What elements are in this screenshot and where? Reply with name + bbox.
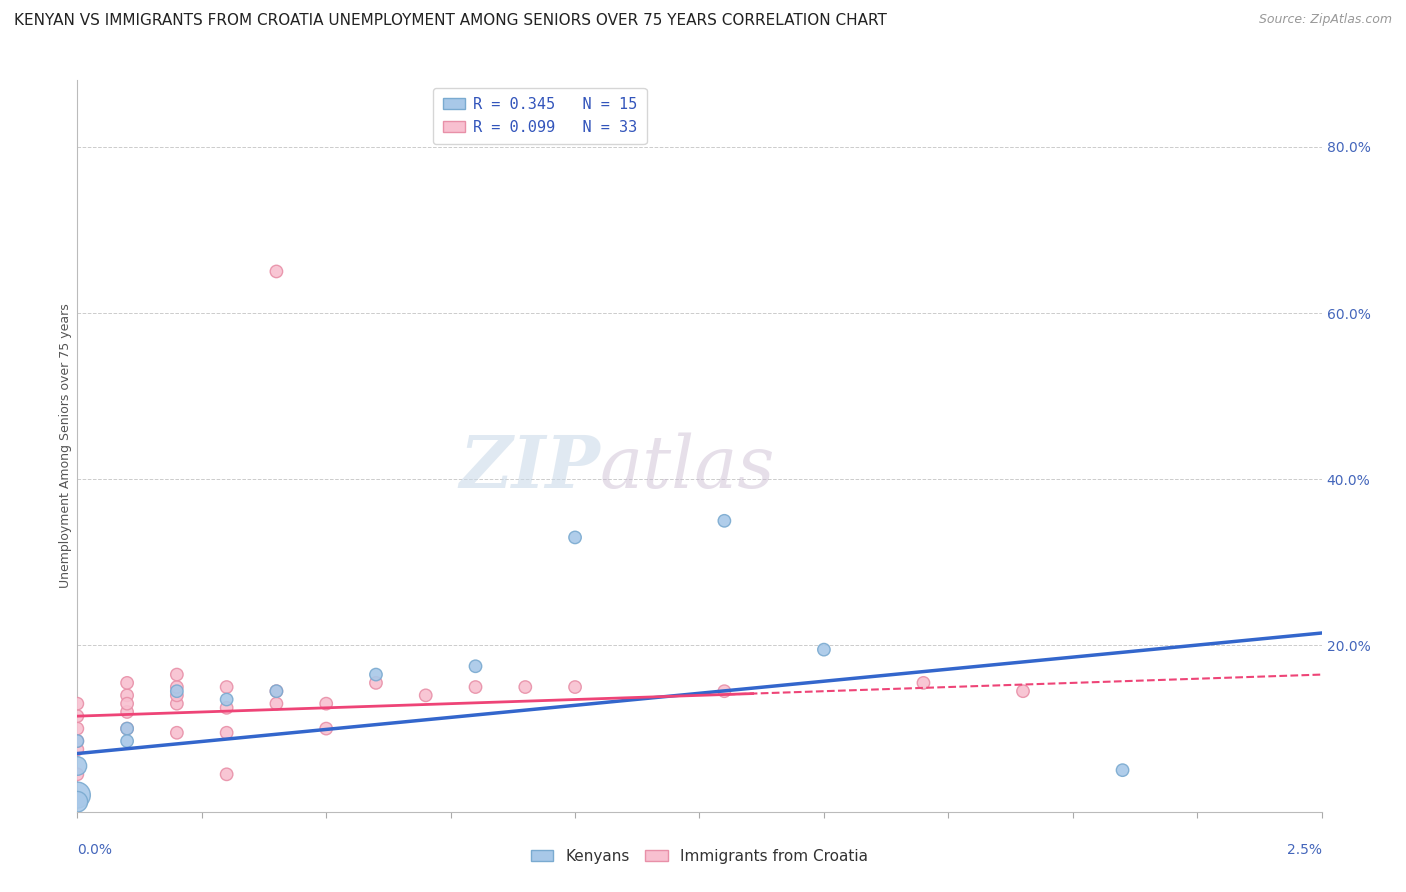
Point bbox=[166, 689, 188, 703]
Point bbox=[266, 684, 288, 698]
Point bbox=[215, 725, 238, 739]
Point bbox=[1012, 684, 1035, 698]
Point bbox=[66, 734, 89, 748]
Point bbox=[813, 642, 835, 657]
Point bbox=[215, 692, 238, 706]
Point bbox=[166, 680, 188, 694]
Point bbox=[515, 680, 537, 694]
Point bbox=[66, 795, 89, 809]
Point bbox=[364, 676, 387, 690]
Point bbox=[115, 676, 138, 690]
Point bbox=[166, 667, 188, 681]
Point bbox=[66, 697, 89, 711]
Point bbox=[66, 788, 89, 802]
Point bbox=[166, 725, 188, 739]
Text: Source: ZipAtlas.com: Source: ZipAtlas.com bbox=[1258, 13, 1392, 27]
Point bbox=[115, 722, 138, 736]
Point bbox=[66, 767, 89, 781]
Point bbox=[912, 676, 935, 690]
Point bbox=[215, 701, 238, 715]
Point bbox=[1111, 763, 1133, 777]
Point bbox=[266, 697, 288, 711]
Point bbox=[415, 689, 437, 703]
Point bbox=[564, 680, 586, 694]
Point bbox=[215, 767, 238, 781]
Point bbox=[564, 530, 586, 544]
Point bbox=[464, 680, 486, 694]
Text: Unemployment Among Seniors over 75 years: Unemployment Among Seniors over 75 years bbox=[59, 303, 72, 589]
Point bbox=[364, 667, 387, 681]
Point bbox=[315, 697, 337, 711]
Point bbox=[166, 684, 188, 698]
Point bbox=[266, 264, 288, 278]
Text: 0.0%: 0.0% bbox=[77, 843, 112, 857]
Text: atlas: atlas bbox=[600, 433, 776, 503]
Point bbox=[66, 759, 89, 773]
Text: KENYAN VS IMMIGRANTS FROM CROATIA UNEMPLOYMENT AMONG SENIORS OVER 75 YEARS CORRE: KENYAN VS IMMIGRANTS FROM CROATIA UNEMPL… bbox=[14, 13, 887, 29]
Point bbox=[713, 684, 735, 698]
Point bbox=[66, 742, 89, 756]
Point bbox=[115, 734, 138, 748]
Point bbox=[713, 514, 735, 528]
Text: ZIP: ZIP bbox=[460, 433, 600, 503]
Point bbox=[166, 697, 188, 711]
Point bbox=[115, 689, 138, 703]
Text: 2.5%: 2.5% bbox=[1286, 843, 1322, 857]
Point bbox=[66, 734, 89, 748]
Point bbox=[464, 659, 486, 673]
Point bbox=[66, 722, 89, 736]
Point bbox=[315, 722, 337, 736]
Point bbox=[115, 697, 138, 711]
Point bbox=[66, 709, 89, 723]
Point bbox=[115, 722, 138, 736]
Point bbox=[215, 680, 238, 694]
Point bbox=[266, 684, 288, 698]
Legend: Kenyans, Immigrants from Croatia: Kenyans, Immigrants from Croatia bbox=[524, 843, 875, 870]
Point bbox=[115, 705, 138, 719]
